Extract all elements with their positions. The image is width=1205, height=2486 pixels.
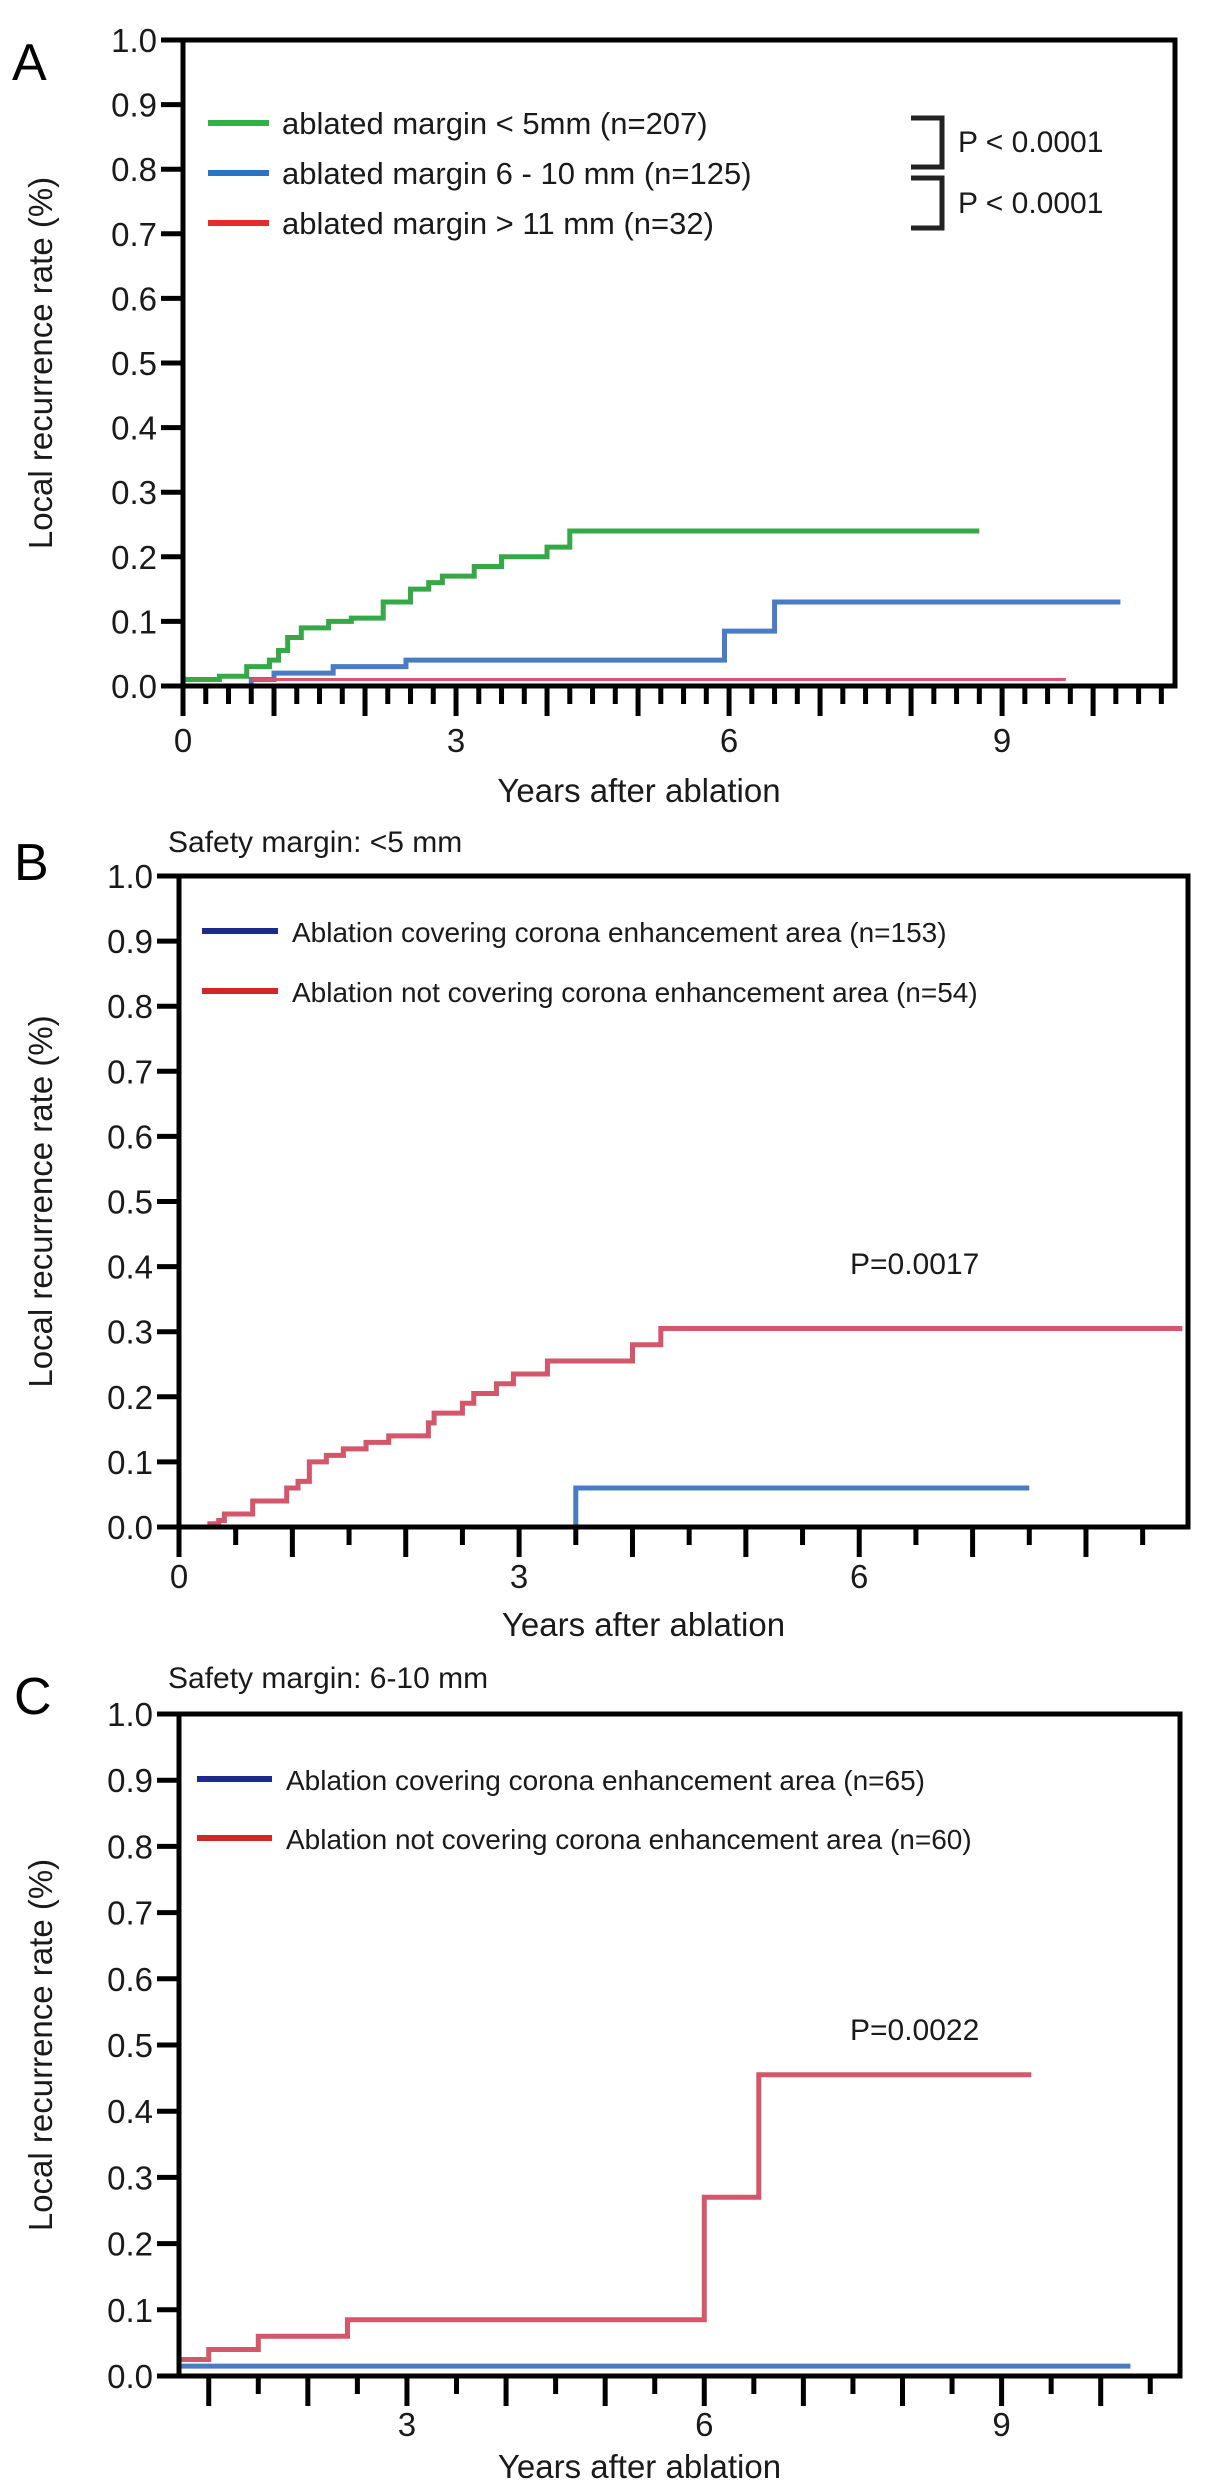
panel-c: C Safety margin: 6-10 mm 0.0 0.1 0.2 0.3 0.4 0.…	[14, 1662, 1183, 2485]
plot-frame	[176, 1711, 1183, 2379]
panel-title: Safety margin: 6-10 mm	[168, 1662, 488, 1695]
legend-label: Ablation not covering corona enhancement…	[292, 977, 978, 1008]
y-tick-label: 0.5	[107, 2027, 153, 2064]
y-tick-label: 0.7	[111, 216, 157, 253]
x-tick-label: 0	[174, 722, 192, 759]
y-tick-label: 0.6	[107, 1961, 153, 1998]
y-tick-label: 0.9	[107, 923, 153, 960]
legend-label: ablated margin > 11 mm (n=32)	[282, 206, 714, 241]
y-tick-label: 0.3	[107, 2159, 153, 2196]
x-tick-label: 6	[850, 1558, 868, 1595]
y-axis-title: Local recurrence rate (%)	[22, 177, 59, 549]
legend-label: Ablation covering corona enhancement are…	[292, 917, 947, 948]
y-tick-label: 0.4	[107, 1249, 153, 1286]
y-axis-title: Local recurrence rate (%)	[22, 1859, 59, 2231]
panel-letter: C	[14, 1668, 52, 1726]
legend-label: Ablation not covering corona enhancement…	[286, 1824, 972, 1855]
series-line-0	[179, 1485, 1030, 1530]
p-value-label: P=0.0017	[850, 1248, 979, 1281]
series-line-1	[179, 2072, 1032, 2362]
x-tick-label: 0	[170, 1558, 188, 1595]
y-tick-label: 0.9	[107, 1762, 153, 1799]
x-axis-title: Years after ablation	[502, 1606, 785, 1643]
y-tick-label: 0.6	[111, 280, 157, 317]
y-tick-label: 0.1	[107, 1444, 153, 1481]
plot-frame	[176, 873, 1191, 1530]
p-value-label: P < 0.0001	[958, 187, 1103, 220]
y-tick-label: 0.3	[111, 474, 157, 511]
y-axis-title: Local recurrence rate (%)	[22, 1015, 59, 1387]
x-tick-label: 9	[993, 722, 1011, 759]
y-tick-label: 1.0	[107, 858, 153, 895]
p-value-label: P=0.0022	[850, 2014, 979, 2047]
y-tick-label: 1.0	[107, 1696, 153, 1733]
x-tick-label: 6	[720, 722, 738, 759]
series-line-0	[183, 528, 980, 683]
x-axis-title: Years after ablation	[497, 772, 780, 809]
y-tick-label: 0.5	[111, 345, 157, 382]
y-tick-label: 0.0	[111, 668, 157, 705]
y-tick-label: 0.7	[107, 1895, 153, 1932]
x-tick-label: 9	[992, 2406, 1010, 2443]
panel-letter: B	[14, 834, 49, 892]
y-tick-label: 0.8	[107, 988, 153, 1025]
y-tick-label: 1.0	[111, 22, 157, 59]
panel-title: Safety margin: <5 mm	[168, 826, 462, 859]
y-tick-label: 0.4	[107, 2093, 153, 2130]
x-tick-label: 3	[510, 1558, 528, 1595]
legend-label: Ablation covering corona enhancement are…	[286, 1765, 925, 1796]
p-value-label: P < 0.0001	[958, 126, 1103, 159]
y-tick-label: 0.3	[107, 1314, 153, 1351]
y-tick-label: 0.8	[111, 151, 157, 188]
legend-label: ablated margin < 5mm (n=207)	[282, 106, 708, 141]
series-line-1	[207, 1325, 1183, 1527]
significance-bracket	[911, 115, 945, 170]
y-tick-label: 0.8	[107, 1828, 153, 1865]
panel-b: B Safety margin: <5 mm 0.0 0.1 0.2 0.3 0.4 0.5 0…	[14, 826, 1191, 1643]
x-axis-title: Years after ablation	[498, 2448, 781, 2485]
y-tick-label: 0.0	[107, 2358, 153, 2395]
x-tick-label: 3	[447, 722, 465, 759]
y-tick-label: 0.1	[107, 2292, 153, 2329]
y-tick-label: 0.4	[111, 410, 157, 447]
y-tick-label: 0.1	[111, 603, 157, 640]
panel-letter: A	[12, 34, 47, 92]
significance-bracket	[911, 175, 945, 231]
series-line-1	[183, 599, 1121, 689]
y-tick-label: 0.5	[107, 1184, 153, 1221]
y-tick-label: 0.0	[107, 1509, 153, 1546]
panel-a: A 0.0 0.1 0.2 0.3 0.4 0.5 0.6 0.7 0.8 0.9 1.0 0 3 6 9 Ye…	[12, 22, 1178, 809]
y-tick-label: 0.6	[107, 1118, 153, 1155]
x-tick-label: 3	[398, 2406, 416, 2443]
y-tick-label: 0.2	[111, 539, 157, 576]
y-tick-label: 0.7	[107, 1053, 153, 1090]
x-tick-label: 6	[695, 2406, 713, 2443]
legend-label: ablated margin 6 - 10 mm (n=125)	[282, 156, 752, 191]
y-tick-label: 0.9	[111, 87, 157, 124]
y-tick-label: 0.2	[107, 2226, 153, 2263]
y-tick-label: 0.2	[107, 1379, 153, 1416]
